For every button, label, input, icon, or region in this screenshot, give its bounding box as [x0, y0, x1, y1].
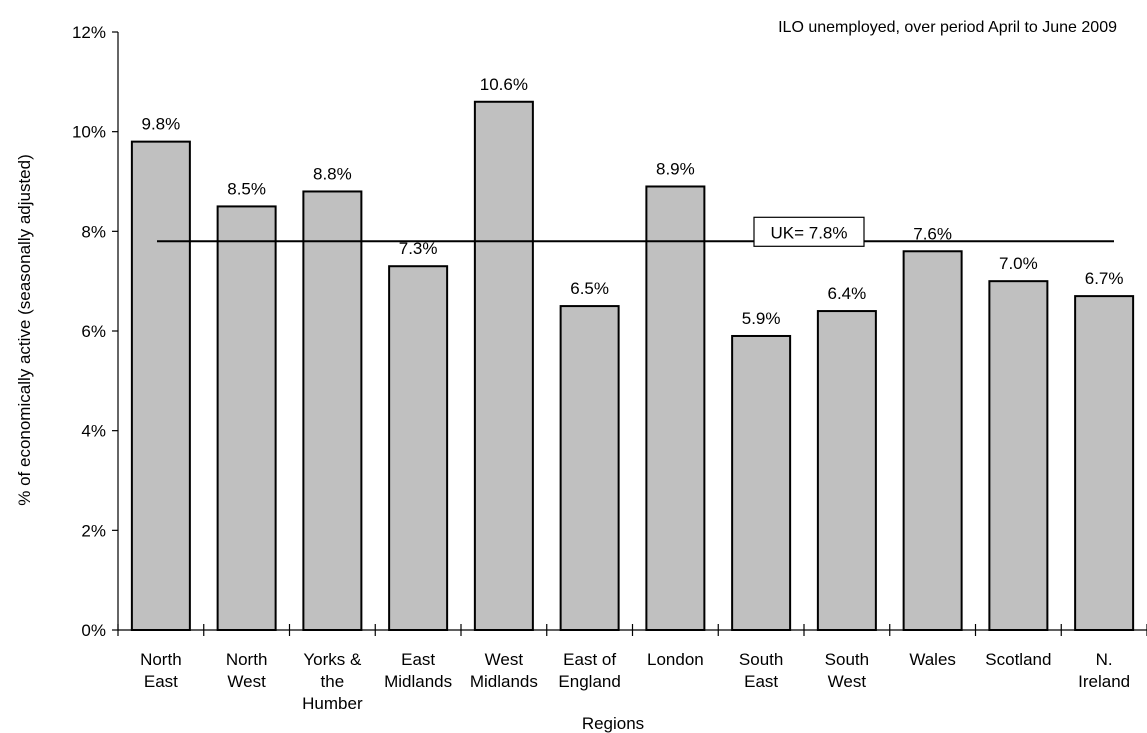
- x-tick-label: Ireland: [1078, 672, 1130, 691]
- x-tick-label: London: [647, 650, 704, 669]
- bar: [731, 334, 792, 631]
- x-tick-label: South: [825, 650, 869, 669]
- y-tick-label: 8%: [81, 222, 106, 241]
- y-tick-label: 2%: [81, 521, 106, 540]
- uk-average-label: UK= 7.8%: [770, 223, 847, 242]
- data-label: 10.6%: [480, 75, 528, 94]
- bar: [216, 205, 277, 632]
- chart-title: ILO unemployed, over period April to Jun…: [778, 19, 1117, 36]
- bar: [902, 250, 963, 631]
- data-label: 6.4%: [828, 284, 867, 303]
- x-tick-label: West: [828, 672, 867, 691]
- bar: [1074, 295, 1135, 631]
- data-label: 6.7%: [1085, 269, 1124, 288]
- bar: [302, 190, 363, 631]
- y-tick-label: 4%: [81, 422, 106, 441]
- y-tick-label: 6%: [81, 322, 106, 341]
- x-tick-label: the: [321, 672, 345, 691]
- x-tick-label: East: [144, 672, 178, 691]
- bar: [816, 310, 877, 631]
- bar: [988, 280, 1049, 631]
- reference-line-group: UK= 7.8%: [157, 216, 1114, 247]
- bar: [473, 100, 534, 632]
- bar: [645, 185, 706, 631]
- x-tick-label: Humber: [302, 694, 363, 713]
- data-label: 5.9%: [742, 309, 781, 328]
- x-tick-label: Midlands: [470, 672, 538, 691]
- data-label: 6.5%: [570, 279, 609, 298]
- x-tick-label: Yorks &: [303, 650, 362, 669]
- data-label: 8.8%: [313, 164, 352, 183]
- bar: [130, 140, 191, 631]
- x-tick-label: N.: [1096, 650, 1113, 669]
- bar: [388, 265, 449, 631]
- x-tick-label: South: [739, 650, 783, 669]
- x-axis-title: Regions: [582, 714, 644, 733]
- x-tick-label: Midlands: [384, 672, 452, 691]
- x-tick-label: East: [401, 650, 435, 669]
- data-label: 9.8%: [142, 115, 181, 134]
- y-tick-label: 0%: [81, 621, 106, 640]
- y-tick-label: 12%: [72, 23, 106, 42]
- y-axis-title: % of economically active (seasonally adj…: [15, 154, 34, 506]
- data-label: 7.0%: [999, 254, 1038, 273]
- uk-average-label-box: [753, 216, 865, 247]
- data-label: 8.5%: [227, 179, 266, 198]
- x-tick-label: West: [485, 650, 524, 669]
- x-tick-label: Wales: [909, 650, 956, 669]
- axes-group: North East North West Yorks & the Humber East Mi…: [72, 23, 1147, 713]
- data-label: 7.3%: [399, 239, 438, 258]
- bar: [559, 305, 620, 631]
- x-tick-label: England: [558, 672, 620, 691]
- x-tick-label: Scotland: [985, 650, 1051, 669]
- x-tick-label: East: [744, 672, 778, 691]
- x-tick-label: North: [140, 650, 182, 669]
- bars-group: 9.8% 8.5% 8.8% 7.3% 10.6% 6.5% 8.9% 5.9% 6.4% 7.6…: [130, 75, 1135, 632]
- data-label: 7.6%: [913, 224, 952, 243]
- data-label: 8.9%: [656, 159, 695, 178]
- x-tick-label: East of: [563, 650, 616, 669]
- x-tick-label: West: [227, 672, 266, 691]
- x-tick-label: North: [226, 650, 268, 669]
- y-tick-label: 10%: [72, 123, 106, 142]
